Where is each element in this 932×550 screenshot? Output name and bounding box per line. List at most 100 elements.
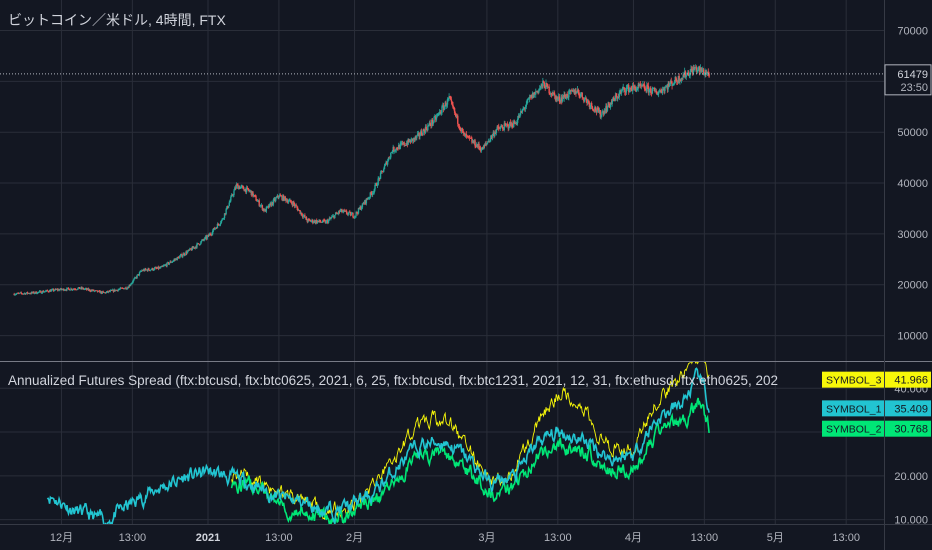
- candle: [275, 197, 278, 199]
- candle: [418, 132, 420, 137]
- candle: [67, 287, 69, 289]
- time-tick-label: 13:00: [119, 532, 147, 544]
- candle: [555, 96, 557, 101]
- candle: [28, 293, 30, 294]
- series-value-label: SYMBOL_2 30.768: [822, 420, 931, 437]
- candle: [197, 243, 199, 245]
- candle: [623, 87, 625, 89]
- candle: [580, 92, 583, 95]
- candle: [268, 203, 271, 208]
- candle: [226, 206, 229, 208]
- candle: [193, 247, 195, 249]
- candle: [323, 219, 325, 221]
- candle: [323, 220, 326, 222]
- candle: [602, 111, 604, 113]
- candle: [285, 198, 287, 202]
- candle: [583, 98, 585, 102]
- candle: [345, 210, 347, 212]
- candle: [253, 195, 256, 196]
- candle: [250, 190, 253, 196]
- candle: [212, 228, 215, 231]
- candle: [441, 106, 443, 113]
- candle: [192, 246, 194, 249]
- candle: [488, 140, 490, 142]
- candle: [599, 110, 602, 118]
- candle: [190, 249, 193, 251]
- candle: [361, 203, 364, 208]
- candle: [197, 243, 200, 245]
- candle: [654, 90, 657, 92]
- candle: [698, 67, 700, 68]
- candle: [615, 95, 617, 97]
- candle: [13, 293, 15, 296]
- candle: [345, 211, 348, 214]
- candle: [445, 102, 447, 107]
- candle: [585, 98, 587, 100]
- candle: [319, 219, 321, 222]
- candle: [669, 81, 672, 84]
- candle: [402, 142, 405, 145]
- candle: [382, 169, 385, 172]
- candle: [444, 102, 446, 107]
- candle: [401, 143, 403, 144]
- candle: [527, 98, 530, 100]
- candle: [142, 269, 145, 271]
- candle: [244, 188, 246, 192]
- candle: [607, 102, 609, 107]
- candle: [538, 89, 540, 93]
- candle: [537, 90, 539, 93]
- candle: [73, 288, 75, 290]
- candle: [56, 289, 59, 291]
- candle: [35, 291, 37, 294]
- candle: [293, 204, 296, 207]
- candle: [48, 290, 51, 292]
- candle: [249, 190, 252, 192]
- candle: [582, 97, 584, 99]
- candle: [32, 291, 34, 293]
- candle: [561, 96, 564, 102]
- candle: [257, 200, 260, 202]
- candle: [478, 143, 480, 148]
- candle: [359, 206, 361, 209]
- candle: [237, 184, 239, 189]
- candle: [33, 291, 35, 294]
- candle: [335, 213, 338, 214]
- candle: [348, 211, 350, 214]
- candle: [292, 202, 294, 206]
- candle: [238, 186, 240, 189]
- candle: [320, 221, 323, 223]
- candle: [333, 215, 335, 219]
- candle: [471, 138, 473, 143]
- candle: [314, 220, 316, 223]
- time-tick-label: 12月: [50, 532, 73, 544]
- candle: [524, 106, 527, 109]
- candle: [82, 287, 84, 289]
- candle: [149, 269, 152, 271]
- candle: [407, 139, 409, 145]
- time-tick-label: 5月: [767, 532, 784, 544]
- candle: [129, 285, 131, 286]
- candle: [693, 67, 695, 70]
- candle: [106, 291, 108, 292]
- candle: [326, 220, 328, 222]
- candle: [251, 191, 253, 196]
- candle: [93, 290, 96, 292]
- candle: [429, 122, 431, 125]
- candle: [417, 132, 420, 134]
- candle: [434, 116, 437, 120]
- candle: [705, 71, 707, 75]
- candle: [198, 244, 201, 245]
- candle: [430, 124, 432, 126]
- candle: [174, 259, 176, 261]
- candle: [41, 292, 43, 294]
- candle: [510, 122, 513, 126]
- candle: [498, 128, 501, 130]
- candle: [380, 171, 383, 173]
- candle: [634, 85, 636, 89]
- candle: [50, 290, 52, 292]
- candle: [56, 289, 58, 291]
- price-tick-label: 10000: [897, 331, 928, 343]
- candle: [104, 292, 107, 294]
